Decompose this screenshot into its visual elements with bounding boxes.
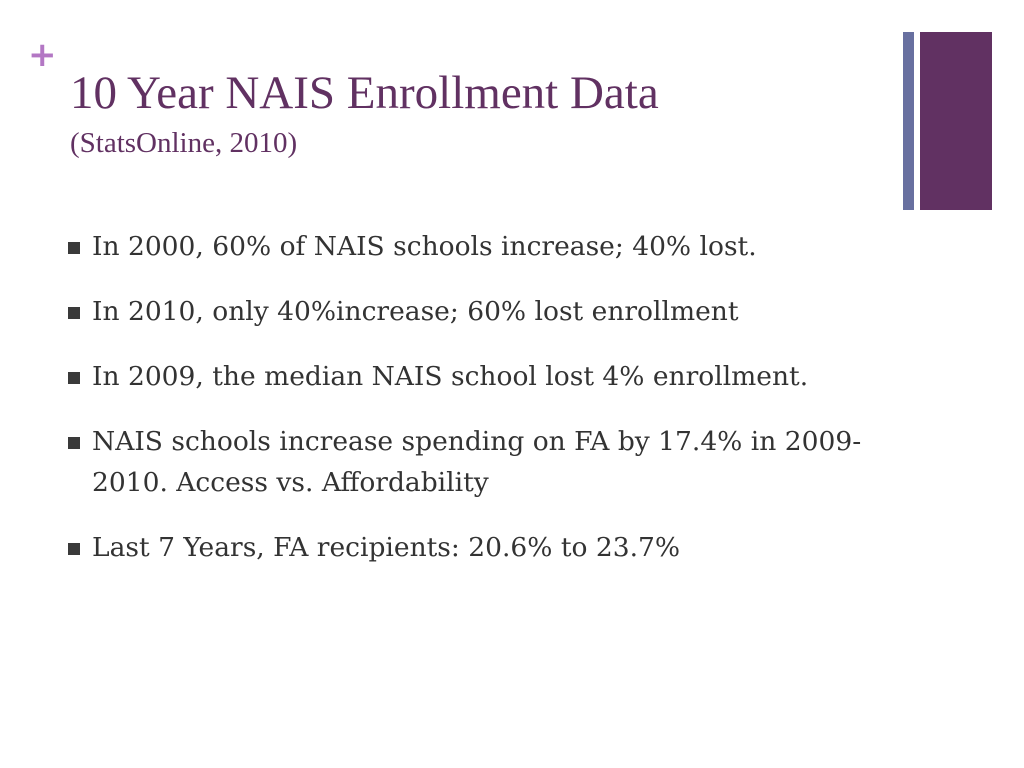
bullet-item: In 2009, the median NAIS school lost 4% … (68, 356, 898, 397)
bullet-item: In 2010, only 40%increase; 60% lost enro… (68, 291, 898, 332)
bullet-list: In 2000, 60% of NAIS schools increase; 4… (68, 226, 898, 592)
bullet-text: In 2010, only 40%increase; 60% lost enro… (92, 296, 739, 327)
plus-mark-icon: + (28, 35, 57, 75)
bullet-text: Last 7 Years, FA recipients: 20.6% to 23… (92, 532, 681, 563)
bullet-text: In 2009, the median NAIS school lost 4% … (92, 361, 809, 392)
square-bullet-icon (68, 242, 80, 254)
bullet-text: NAIS schools increase spending on FA by … (92, 426, 862, 498)
square-bullet-icon (68, 437, 80, 449)
square-bullet-icon (68, 372, 80, 384)
slide-subtitle: (StatsOnline, 2010) (70, 127, 298, 159)
decorative-thick-bar (920, 32, 992, 210)
bullet-text: In 2000, 60% of NAIS schools increase; 4… (92, 231, 757, 262)
decorative-thin-bar (903, 32, 914, 210)
square-bullet-icon (68, 543, 80, 555)
bullet-item: Last 7 Years, FA recipients: 20.6% to 23… (68, 527, 898, 568)
square-bullet-icon (68, 307, 80, 319)
slide-title: 10 Year NAIS Enrollment Data (70, 67, 659, 119)
bullet-item: In 2000, 60% of NAIS schools increase; 4… (68, 226, 898, 267)
bullet-item: NAIS schools increase spending on FA by … (68, 421, 898, 503)
